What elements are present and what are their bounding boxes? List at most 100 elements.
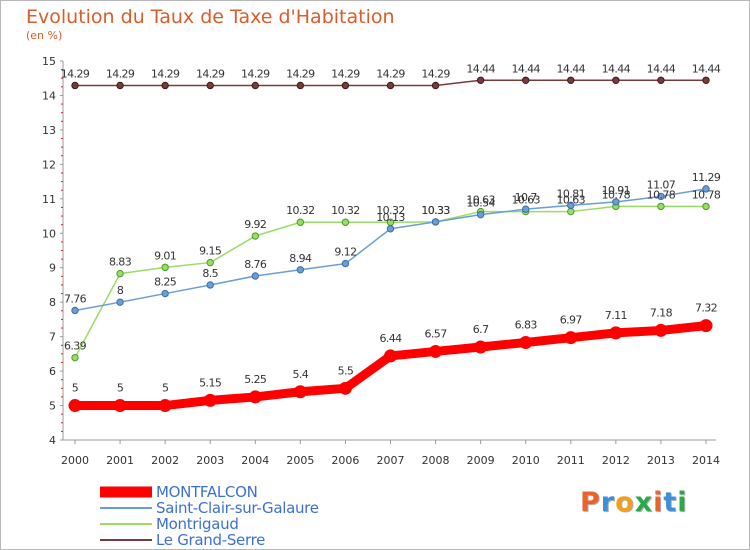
data-point	[609, 326, 623, 340]
y-tick-label: 14	[42, 89, 56, 102]
data-label: 7.76	[64, 292, 87, 305]
y-tick-label: 6	[49, 365, 56, 378]
y-tick-label: 10	[42, 227, 56, 240]
data-label: 10.32	[286, 204, 315, 217]
data-label: 8.83	[109, 256, 132, 269]
data-label: 8	[117, 284, 124, 297]
data-label: 10.78	[602, 188, 631, 201]
data-label: 6.7	[473, 323, 489, 336]
data-point	[657, 192, 665, 201]
proxiti-logo: Proxiti	[580, 487, 688, 518]
x-tick-label: 2011	[557, 454, 585, 467]
data-label: 10.63	[511, 194, 540, 207]
chart-subtitle: (en %)	[26, 29, 63, 42]
data-label: 7.18	[650, 306, 673, 319]
data-label: 14.29	[61, 67, 90, 80]
data-point	[296, 218, 305, 226]
data-label: 6.57	[425, 327, 448, 340]
legend-item-montrigaud[interactable]: Montrigaud	[100, 515, 400, 533]
y-tick-label: 7	[49, 331, 56, 344]
data-label: 10.54	[466, 197, 495, 210]
data-point	[564, 331, 578, 345]
data-point	[161, 263, 169, 272]
data-label: 9.12	[334, 246, 356, 259]
data-label: 14.29	[241, 67, 270, 80]
data-point	[384, 349, 397, 363]
data-point	[158, 399, 172, 413]
data-point	[657, 202, 665, 211]
data-label: 10.91	[602, 184, 631, 197]
line-chart: 4 5 6 7 8 9 10 11 12 13 14 15 2000 2001 2002 2003 2004 20…	[42, 55, 721, 467]
data-point	[612, 76, 620, 84]
data-point	[522, 205, 530, 213]
data-label: 8.5	[202, 267, 218, 280]
x-tick-label: 2009	[467, 454, 495, 467]
data-point	[699, 319, 713, 333]
x-tick-label: 2008	[422, 454, 450, 467]
data-point	[161, 289, 169, 298]
data-label: 14.29	[331, 67, 360, 80]
data-point	[248, 390, 262, 404]
data-label: 8.76	[244, 258, 267, 271]
data-point	[429, 344, 443, 358]
data-point	[203, 393, 217, 407]
legend-swatch-saint-clair	[100, 507, 152, 509]
data-point	[296, 266, 305, 274]
data-label: 14.29	[196, 67, 225, 80]
legend-item-saint-clair[interactable]: Saint-Clair-sur-Galaure	[100, 499, 400, 517]
data-label: 10.7	[515, 191, 538, 204]
data-label: 14.29	[376, 67, 405, 80]
data-label: 5.15	[199, 376, 222, 389]
data-point	[386, 81, 395, 90]
y-tick-label: 9	[49, 262, 56, 275]
y-tick-label: 4	[49, 434, 56, 447]
legend-swatch-le-grand-serre	[100, 539, 152, 541]
data-point	[567, 76, 575, 84]
x-tick-label: 2014	[692, 454, 720, 467]
x-tick-label: 2007	[377, 454, 405, 467]
legend-label-montfalcon: MONTFALCON	[156, 483, 258, 501]
data-label: 7.32	[695, 302, 717, 315]
data-point	[113, 399, 127, 413]
data-label: 8.94	[289, 252, 312, 265]
data-point	[116, 298, 124, 306]
data-point	[161, 81, 169, 90]
data-point	[71, 353, 79, 362]
data-point	[567, 207, 575, 216]
data-label: 10.78	[647, 188, 676, 201]
data-point	[612, 198, 620, 206]
data-label: 6.39	[64, 340, 87, 353]
chart-title: Evolution du Taux de Taxe d'Habitation	[26, 6, 395, 28]
data-point	[68, 399, 82, 413]
data-point	[476, 76, 485, 84]
data-point	[431, 81, 440, 90]
data-label: 14.44	[511, 62, 540, 75]
legend-label-le-grand-serre: Le Grand-Serre	[156, 531, 266, 549]
data-point	[702, 202, 710, 211]
data-point	[71, 306, 79, 315]
data-point	[341, 81, 350, 90]
x-tick-label: 2013	[647, 454, 675, 467]
data-label: 14.44	[466, 62, 495, 75]
x-tick-label: 2003	[196, 454, 224, 467]
data-point	[251, 81, 259, 90]
data-label: 9.92	[244, 218, 266, 231]
data-label: 6.44	[379, 332, 402, 345]
data-label: 10.81	[557, 187, 586, 200]
legend-item-le-grand-serre[interactable]: Le Grand-Serre	[100, 531, 400, 549]
data-point	[71, 81, 79, 90]
data-label: 9.01	[154, 249, 176, 262]
data-label: 11.07	[647, 178, 676, 191]
legend-item-montfalcon[interactable]: MONTFALCON	[100, 483, 400, 501]
data-point	[206, 258, 214, 267]
data-label: 7.11	[605, 309, 627, 322]
x-tick-label: 2002	[151, 454, 179, 467]
data-label: 10.13	[376, 211, 405, 224]
data-point	[338, 381, 352, 395]
data-label: 14.29	[421, 67, 450, 80]
data-label: 5.25	[244, 373, 267, 386]
data-label: 8.25	[154, 276, 177, 289]
data-point	[251, 272, 259, 280]
data-point	[251, 232, 259, 240]
y-tick-label: 8	[49, 296, 56, 309]
